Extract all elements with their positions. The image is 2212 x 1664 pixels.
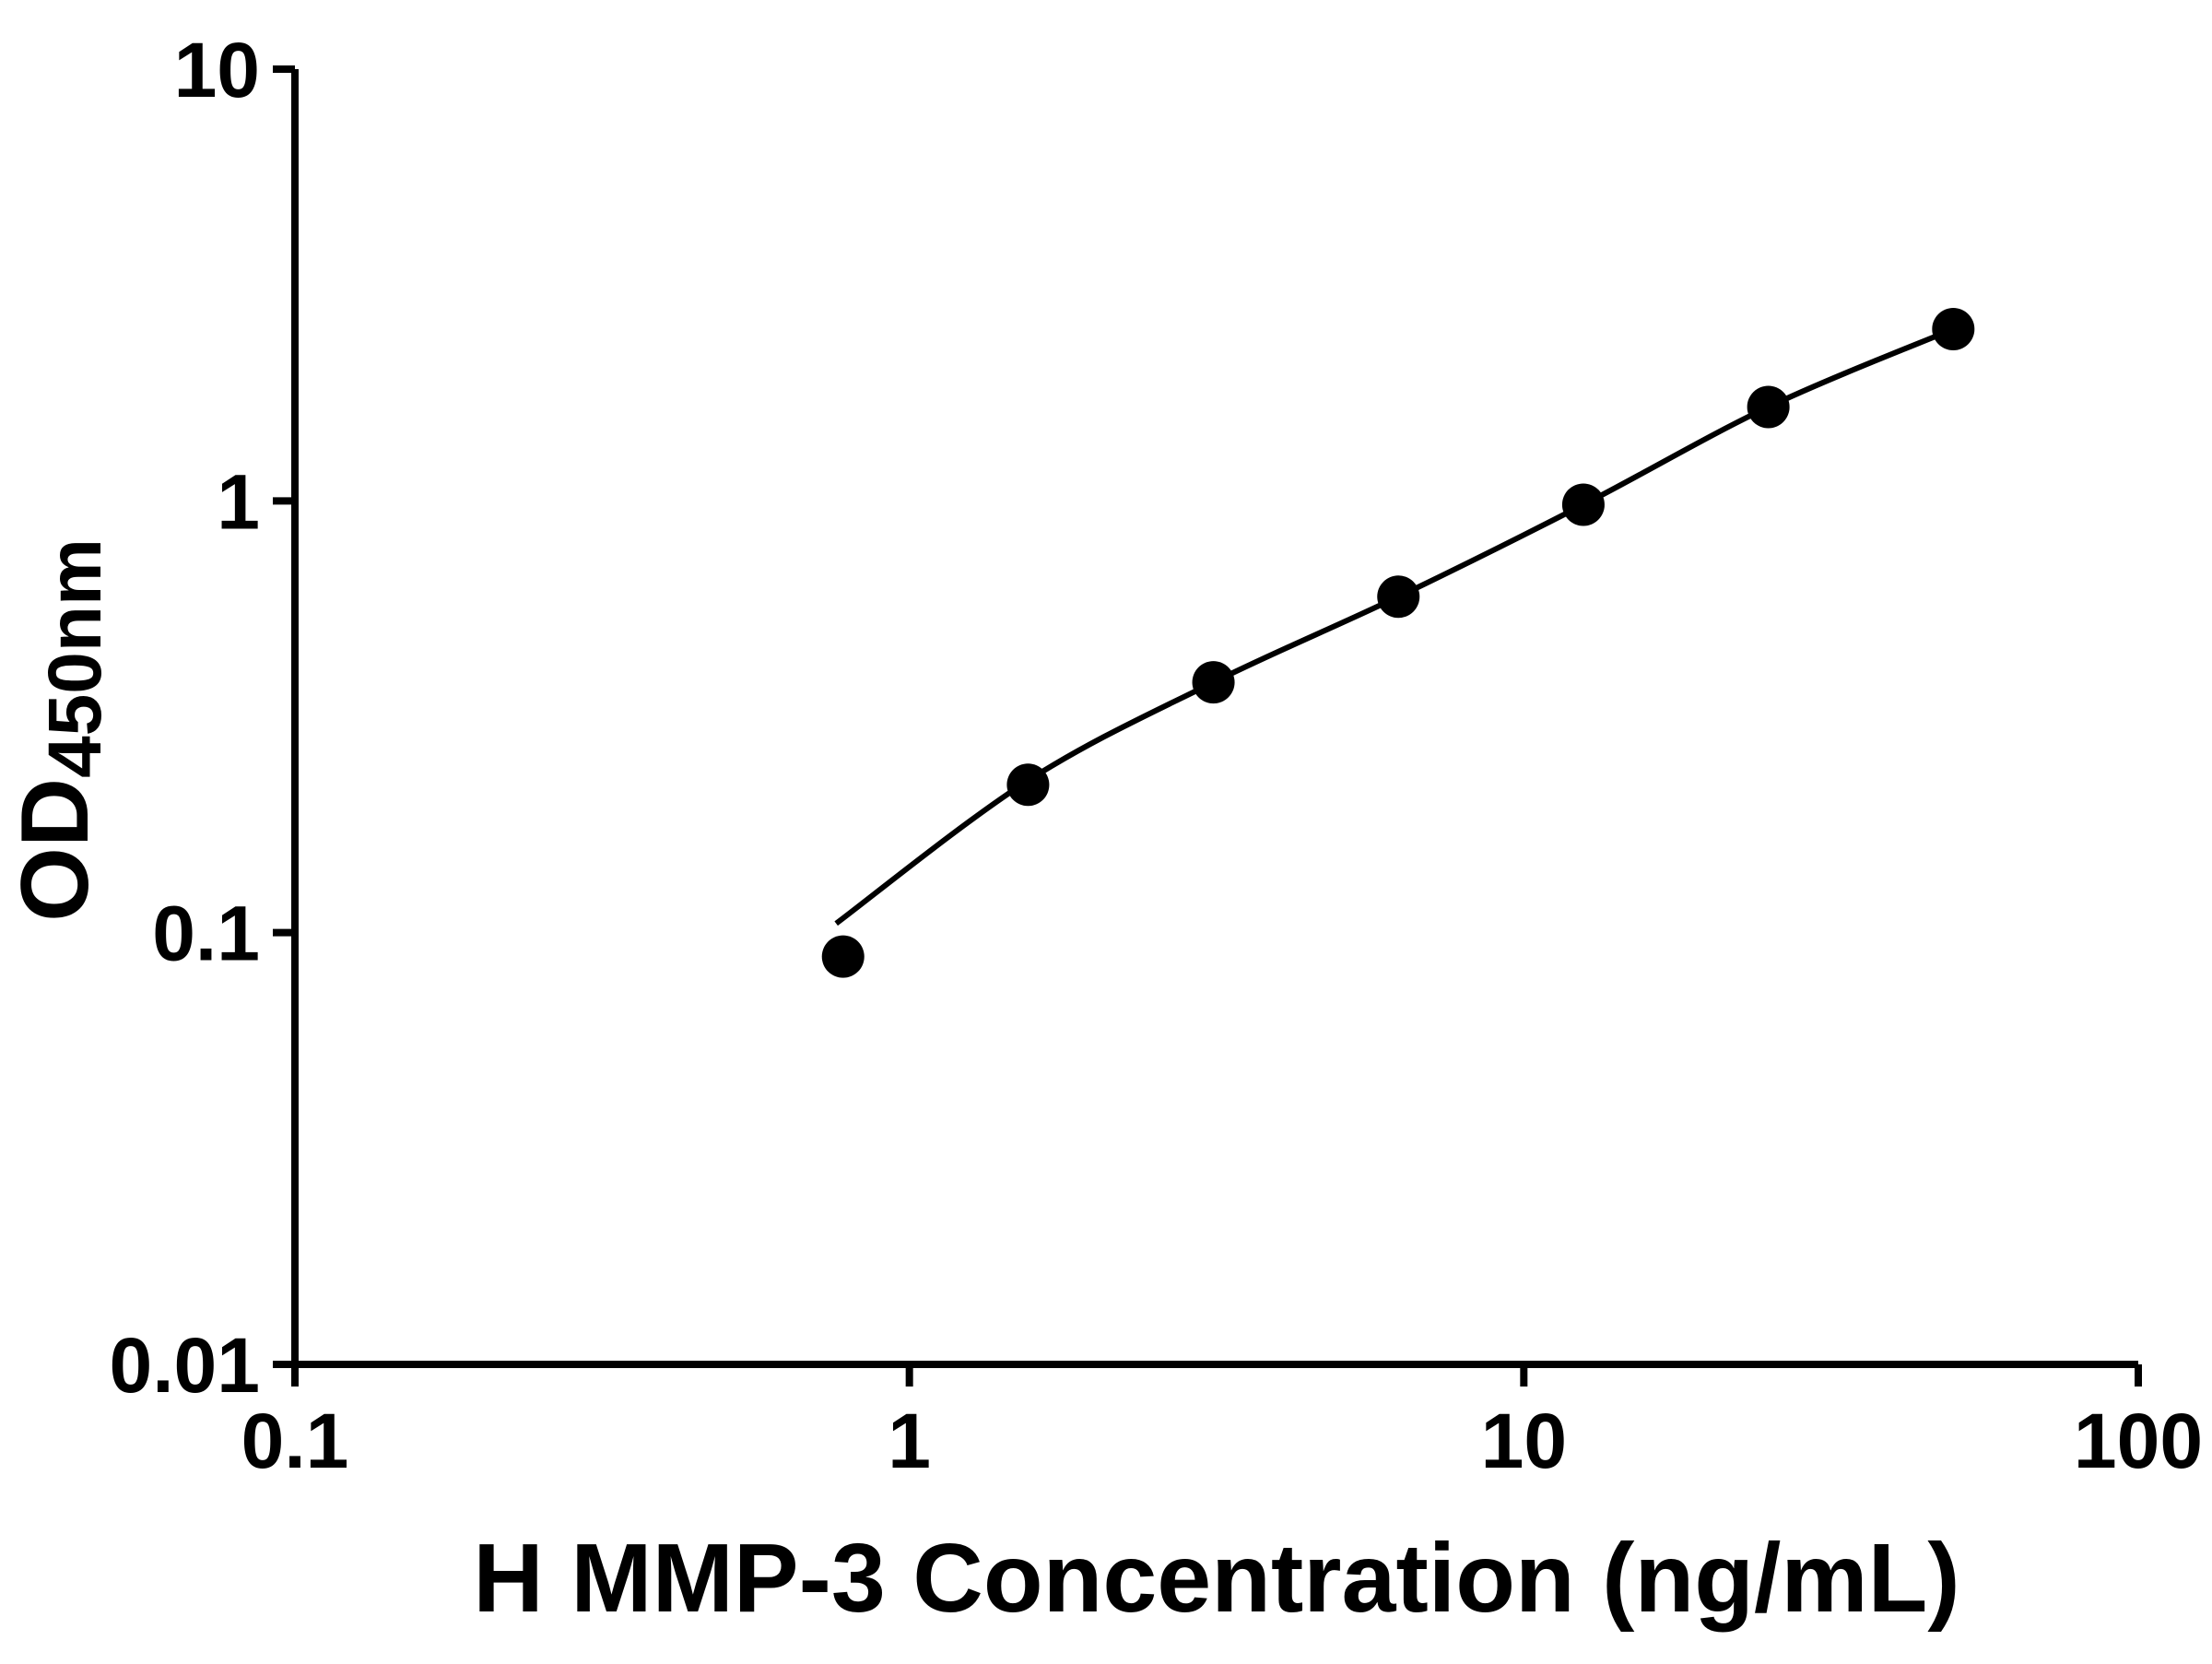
- plot-area: [821, 307, 1975, 978]
- x-tick-label: 100: [2074, 1398, 2203, 1484]
- x-tick-label: 0.1: [241, 1398, 349, 1484]
- y-axis-label-main: OD: [2, 778, 109, 922]
- data-point: [1561, 483, 1605, 526]
- y-tick-label: 0.1: [152, 891, 260, 977]
- data-point: [821, 935, 865, 978]
- y-tick-label: 10: [174, 27, 260, 113]
- x-axis-label: H MMP-3 Concentration (ng/mL): [473, 1524, 1959, 1633]
- y-tick-label: 1: [217, 458, 260, 545]
- axes: [291, 69, 2138, 1368]
- y-axis-label: OD450nm: [2, 538, 117, 922]
- data-point: [1932, 307, 1975, 350]
- data-point: [1006, 763, 1050, 807]
- y-tick-label: 0.01: [110, 1322, 261, 1409]
- axis-ticks: [273, 65, 2142, 1387]
- y-axis-label-subscript: 450nm: [33, 538, 117, 778]
- axis-spines: [291, 69, 2138, 1368]
- x-tick-label: 10: [1481, 1398, 1567, 1484]
- x-tick-label: 1: [888, 1398, 931, 1484]
- data-point: [1192, 661, 1235, 704]
- data-point: [1377, 575, 1420, 619]
- data-point: [1747, 385, 1790, 429]
